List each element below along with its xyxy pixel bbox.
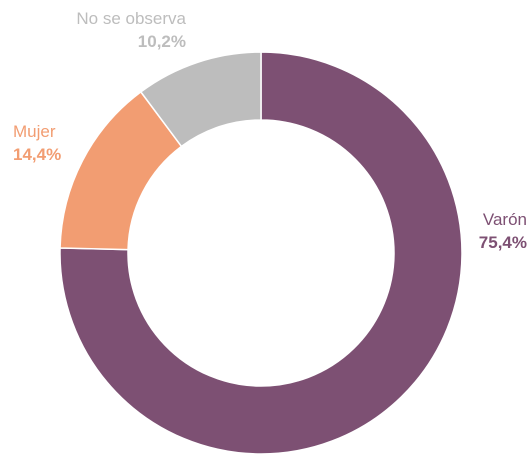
slice-value-mujer: 14,4%	[13, 145, 61, 164]
donut-slices	[59, 51, 463, 454]
slice-value-varon: 75,4%	[479, 233, 527, 252]
slice-label-no-se-observa: No se observa	[76, 9, 186, 28]
slice-value-no-se-observa: 10,2%	[138, 32, 186, 51]
donut-slice-varon	[59, 51, 463, 454]
donut-slice-no-se-observa	[139, 51, 262, 148]
slice-label-varon: Varón	[483, 210, 527, 229]
slice-label-mujer: Mujer	[13, 122, 56, 141]
